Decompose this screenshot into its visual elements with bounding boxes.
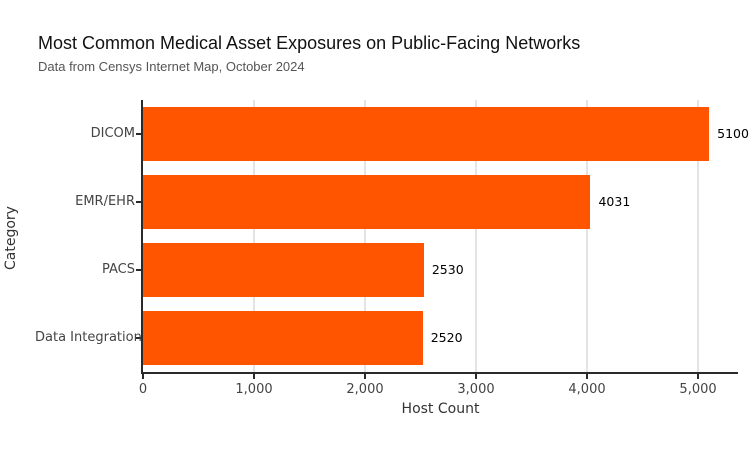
bar-data-integration	[143, 311, 423, 365]
chart-subtitle: Data from Censys Internet Map, October 2…	[38, 59, 305, 74]
y-axis-title: Category	[3, 206, 19, 270]
y-axis-tick	[136, 269, 141, 271]
bar-pacs	[143, 243, 424, 297]
gridline	[253, 100, 255, 372]
gridline	[697, 100, 699, 372]
gridline	[475, 100, 477, 372]
y-axis-tick-label: EMR/EHR	[75, 194, 135, 209]
y-axis-tick	[136, 337, 141, 339]
x-axis-tick	[253, 374, 255, 379]
x-axis-tick-label: 5,000	[679, 382, 717, 397]
bar-value-label: 4031	[598, 194, 631, 209]
x-axis-tick	[586, 374, 588, 379]
x-axis-tick-label: 0	[138, 382, 148, 397]
x-axis-tick	[364, 374, 366, 379]
chart-title: Most Common Medical Asset Exposures on P…	[38, 33, 581, 53]
y-axis-tick-label: PACS	[101, 262, 135, 277]
x-axis-tick	[475, 374, 477, 379]
x-axis-tick	[697, 374, 699, 379]
x-axis-title: Host Count	[401, 401, 480, 417]
x-axis-tick	[142, 374, 144, 379]
plot-area: 0 1,000 2,000 3,000 4,000 5,000 5100 DICOM 4031 E…	[35, 100, 749, 397]
bar-emr-ehr	[143, 175, 591, 229]
bar-value-label: 2530	[431, 262, 464, 277]
y-axis-tick	[136, 133, 141, 135]
bar-value-label: 5100	[717, 126, 749, 141]
gridline	[364, 100, 366, 372]
gridline	[586, 100, 588, 372]
x-axis-tick-label: 2,000	[346, 382, 384, 397]
bar-value-label: 2520	[430, 330, 463, 345]
x-axis-tick-label: 4,000	[568, 382, 606, 397]
y-axis-tick-label: Data Integration	[35, 330, 142, 345]
y-axis-tick	[136, 201, 141, 203]
x-axis-tick-label: 1,000	[235, 382, 273, 397]
x-axis-tick-label: 3,000	[457, 382, 495, 397]
bar-dicom	[143, 107, 710, 161]
y-axis-tick-label: DICOM	[90, 126, 135, 141]
